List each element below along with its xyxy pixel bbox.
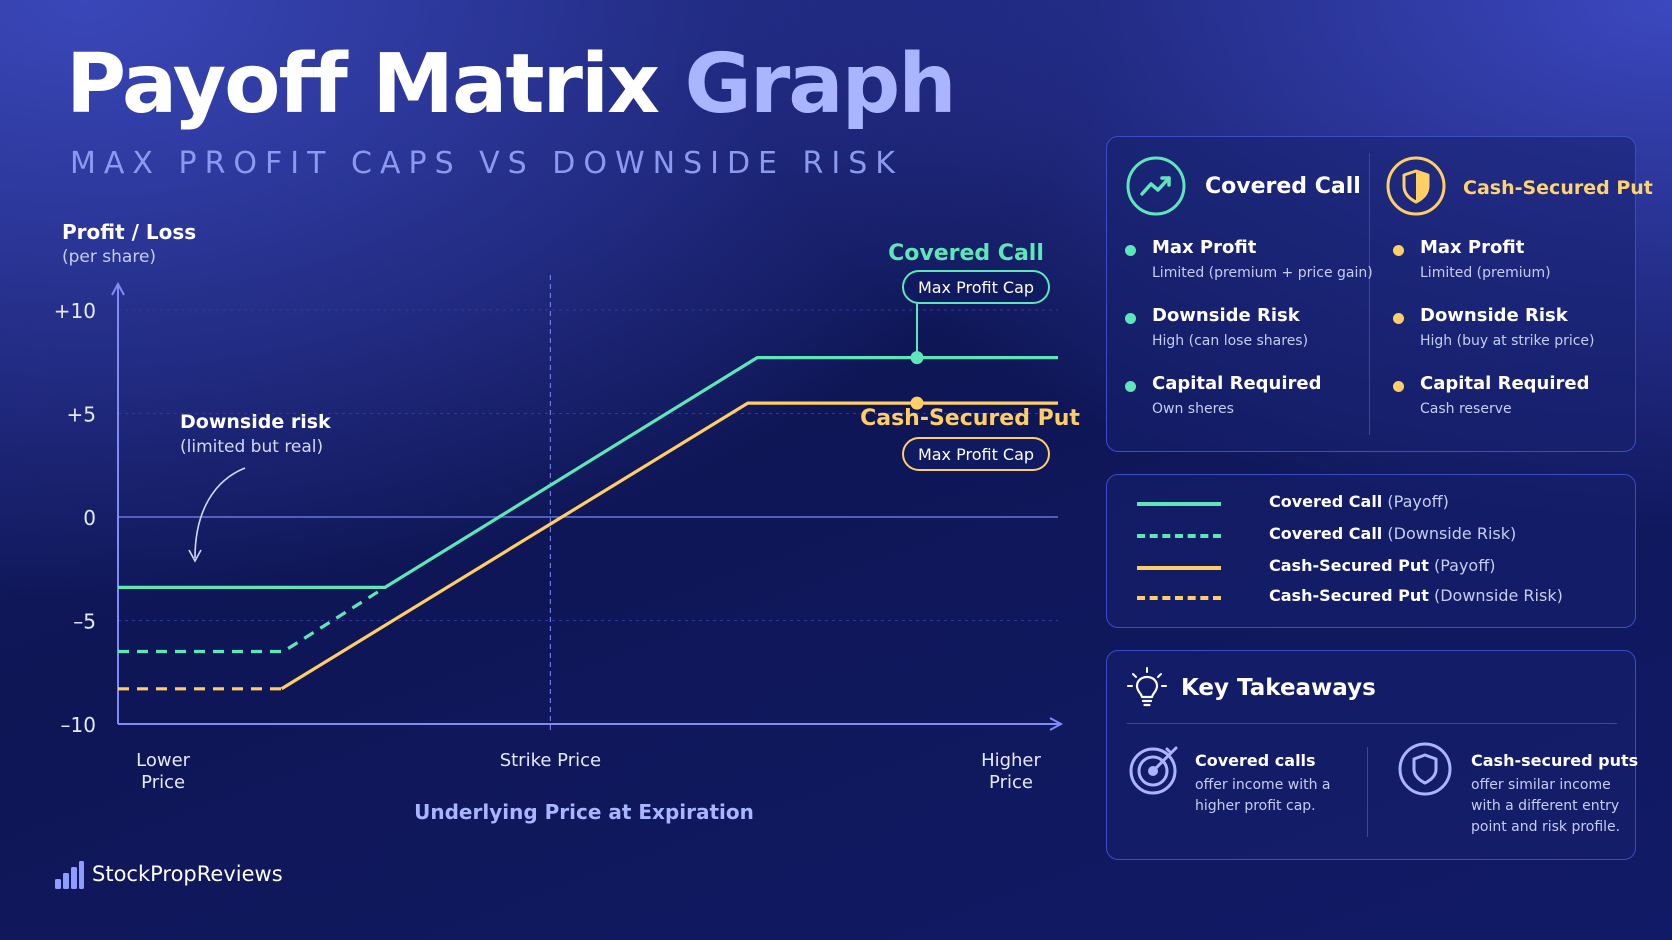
- takeaways-column-divider: [1367, 747, 1368, 837]
- cash-secured-put-badge-text: Max Profit Cap: [918, 445, 1034, 464]
- covered-call-badge: [902, 270, 1050, 304]
- x-axis-arrow: [1049, 717, 1064, 731]
- cash-secured-put-label: Cash-Secured Put: [860, 406, 1080, 431]
- shield-icon: [1386, 156, 1446, 216]
- item-value: Cash reserve: [1420, 401, 1512, 417]
- item-label: Capital Required: [1420, 373, 1590, 394]
- item-value: Limited (premium): [1420, 265, 1551, 281]
- legend-swatch: [1137, 502, 1221, 506]
- takeaways-divider: [1127, 723, 1617, 724]
- chart-legend: Covered Call (Payoff) Covered Call (Down…: [1106, 474, 1636, 628]
- bullet-dot: [1393, 313, 1404, 324]
- item-value: Own sheres: [1152, 401, 1234, 417]
- x-tick-label: Strike Price: [500, 750, 601, 771]
- bullet-dot: [1125, 245, 1136, 256]
- strategy-comparison-panel: Covered Call Max Profit Limited (premium…: [1106, 136, 1653, 452]
- cash-secured-put-badge: [902, 437, 1050, 471]
- bullet-dot: [1125, 313, 1136, 324]
- title-part-1: Payoff Matrix: [66, 37, 685, 132]
- page-title: Payoff Matrix Graph: [66, 44, 957, 126]
- covered-call-label: Covered Call: [888, 241, 1044, 266]
- max-profit-marker: [910, 396, 924, 410]
- y-tick-label: –10: [61, 713, 96, 737]
- legend-swatch: [1137, 596, 1221, 600]
- item-value: Limited (premium + price gain): [1152, 265, 1373, 281]
- trend-up-icon: [1126, 156, 1186, 216]
- downside-risk-sublabel: (limited but real): [180, 437, 323, 457]
- covered-call-heading: Covered Call: [1205, 174, 1361, 199]
- y-axis-subtitle: (per share): [62, 247, 156, 267]
- strategy-divider: [1369, 153, 1370, 435]
- covered-call-badge-text: Max Profit Cap: [918, 278, 1034, 297]
- series-line-cash-secured-put-payoff: [280, 401, 1058, 691]
- downside-risk-label: Downside risk: [180, 411, 331, 433]
- item-label: Downside Risk: [1152, 305, 1300, 326]
- takeaway-title: Cash-secured puts: [1471, 751, 1639, 770]
- y-tick-label: +5: [67, 403, 96, 427]
- legend-label: Cash-Secured Put (Payoff): [1269, 556, 1496, 575]
- y-tick-label: +10: [54, 299, 96, 323]
- item-label: Capital Required: [1152, 373, 1322, 394]
- shield-outline-icon: [1398, 742, 1452, 796]
- target-icon: [1129, 746, 1178, 795]
- brand-name: StockPropReviews: [92, 862, 283, 886]
- x-axis-title: Underlying Price at Expiration: [414, 800, 754, 824]
- downside-risk-arrowhead: [188, 549, 202, 563]
- bullet-dot: [1125, 381, 1136, 392]
- key-takeaways-heading: Key Takeaways: [1181, 675, 1376, 701]
- x-tick-label: Price: [989, 772, 1033, 793]
- lightbulb-icon: [1127, 667, 1167, 707]
- bullet-dot: [1393, 381, 1404, 392]
- key-takeaways-panel: Key Takeaways Covered calls offer income…: [1106, 650, 1639, 860]
- x-tick-label: Price: [141, 772, 185, 793]
- takeaway-title: Covered calls: [1195, 751, 1316, 770]
- x-tick-label: Higher: [981, 750, 1041, 771]
- y-axis-title: Profit / Loss: [62, 220, 196, 244]
- title-part-2: Graph: [684, 37, 957, 132]
- y-tick-label: 0: [83, 506, 96, 530]
- series-line-covered-call-downside: [118, 586, 386, 654]
- item-label: Downside Risk: [1420, 305, 1568, 326]
- item-value: High (buy at strike price): [1420, 333, 1595, 349]
- legend-label: Covered Call (Downside Risk): [1269, 524, 1517, 543]
- bullet-dot: [1393, 245, 1404, 256]
- y-axis-arrow: [111, 281, 125, 296]
- series-line-covered-call-payoff: [118, 356, 1058, 589]
- item-label: Max Profit: [1152, 237, 1257, 258]
- x-tick-label: Lower: [136, 750, 191, 771]
- legend-label: Cash-Secured Put (Downside Risk): [1269, 586, 1563, 605]
- cash-secured-put-heading: Cash-Secured Put: [1463, 177, 1653, 199]
- bar-chart-icon: [55, 861, 84, 889]
- item-label: Max Profit: [1420, 237, 1525, 258]
- legend-label: Covered Call (Payoff): [1269, 492, 1449, 511]
- item-value: High (can lose shares): [1152, 333, 1309, 349]
- y-tick-label: –5: [73, 610, 96, 634]
- legend-swatch: [1137, 566, 1221, 570]
- takeaway-text: offer income with a higher profit cap.: [1195, 777, 1331, 814]
- page-subtitle: MAX PROFIT CAPS VS DOWNSIDE RISK: [70, 146, 903, 181]
- takeaway-text: offer similar income with a different en…: [1471, 777, 1621, 835]
- legend-swatch: [1137, 534, 1221, 538]
- brand-logo: StockPropReviews: [54, 858, 314, 892]
- downside-risk-arrow: [194, 467, 246, 559]
